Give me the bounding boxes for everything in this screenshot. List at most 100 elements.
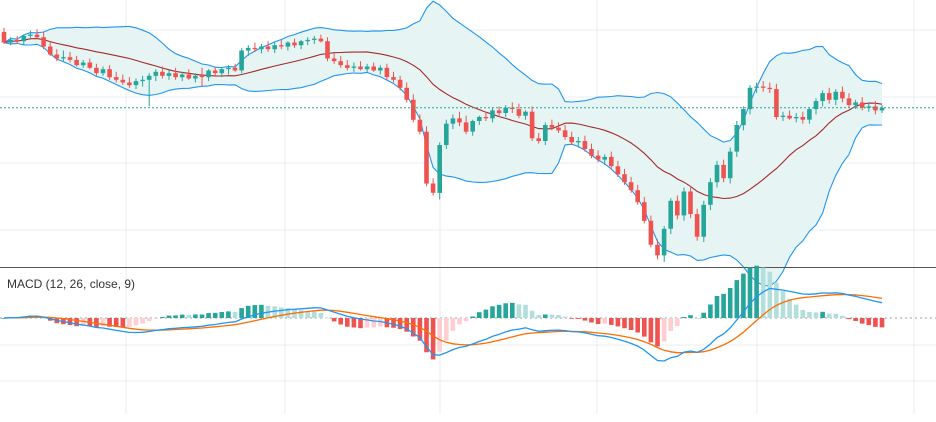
candle-body	[279, 45, 284, 47]
candle-body	[774, 89, 779, 117]
macd-histogram-bar	[721, 293, 726, 318]
candle	[28, 30, 33, 39]
candle-body	[675, 200, 680, 216]
macd-histogram-bar	[873, 318, 878, 327]
candle-body	[470, 121, 475, 132]
candle-body	[318, 38, 324, 42]
candle-body	[523, 111, 528, 116]
candle-body	[589, 149, 594, 156]
macd-histogram-bar	[760, 267, 766, 318]
candle	[701, 200, 706, 243]
candle	[133, 78, 139, 90]
candle	[67, 51, 73, 63]
macd-histogram-bar	[404, 318, 409, 332]
bollinger-fill	[4, 1, 882, 287]
candle-body	[146, 75, 152, 80]
candle	[556, 122, 561, 133]
candle-body	[74, 59, 79, 66]
candle-body	[245, 47, 251, 51]
candle	[516, 103, 522, 119]
candle	[80, 59, 86, 68]
candle-body	[285, 42, 291, 47]
macd-histogram-bar	[67, 318, 73, 325]
candle-body	[668, 200, 673, 229]
macd-histogram-bar	[41, 317, 46, 319]
macd-histogram-bar	[556, 315, 561, 318]
macd-histogram-bar	[523, 304, 528, 318]
candle	[807, 107, 812, 124]
candle-body	[734, 125, 740, 152]
candle-body	[364, 66, 370, 70]
candle	[859, 97, 865, 111]
macd-histogram-bar	[318, 313, 324, 318]
candle-body	[259, 46, 264, 50]
macd-histogram-bar	[272, 306, 277, 318]
macd-histogram-bar	[754, 265, 759, 318]
candle	[576, 137, 581, 148]
candle	[318, 34, 324, 43]
candle	[279, 39, 284, 50]
candle-body	[549, 125, 555, 128]
candle	[820, 90, 825, 107]
macd-histogram-bar	[576, 318, 581, 319]
macd-histogram-bar	[609, 318, 614, 325]
candle	[94, 63, 99, 76]
candle-body	[41, 37, 46, 47]
candle-body	[602, 156, 607, 160]
candle-body	[582, 141, 588, 149]
macd-indicator-title[interactable]: MACD (12, 26, close, 9)	[7, 277, 136, 291]
candle	[305, 37, 310, 46]
candle-body	[866, 106, 872, 108]
macd-histogram-bar	[127, 318, 132, 327]
macd-histogram-bar	[661, 318, 667, 342]
candle	[74, 55, 79, 67]
candle	[298, 39, 304, 50]
candle-body	[681, 191, 687, 216]
candle-body	[787, 115, 792, 119]
macd-histogram-bar	[793, 304, 799, 318]
candle-body	[226, 67, 231, 70]
macd-histogram-bar	[813, 312, 819, 318]
candle	[793, 113, 799, 123]
candle	[582, 135, 588, 152]
macd-histogram-bar	[219, 312, 225, 318]
candle-body	[397, 79, 403, 88]
candle-body	[556, 127, 561, 131]
candle-body	[8, 39, 13, 43]
candle	[826, 87, 832, 104]
candle	[543, 122, 548, 145]
candle	[879, 105, 885, 113]
candle	[47, 41, 53, 56]
macd-histogram-bar	[371, 318, 376, 328]
macd-histogram-bar	[536, 315, 541, 318]
candle-body	[417, 119, 423, 132]
macd-histogram-bar	[747, 267, 753, 318]
macd-histogram-bar	[424, 318, 429, 353]
candle	[331, 53, 337, 64]
candle-body	[265, 46, 271, 50]
macd-histogram-bar	[450, 318, 456, 331]
macd-histogram-bar	[252, 305, 258, 318]
macd-histogram-bar	[622, 318, 627, 329]
macd-histogram-bar	[397, 318, 403, 330]
candle-body	[166, 73, 172, 76]
candle	[450, 114, 456, 129]
candle	[179, 71, 185, 82]
candle	[523, 110, 528, 120]
candle-body	[179, 74, 185, 78]
macd-histogram-bar	[312, 311, 317, 318]
candlesticks	[1, 27, 885, 262]
macd-histogram-bar	[780, 291, 786, 318]
candle	[424, 126, 429, 187]
bollinger-lower-band	[3, 42, 883, 287]
candle-body	[312, 38, 317, 40]
candle-body	[457, 118, 462, 123]
macd-histogram-bar	[206, 313, 211, 318]
macd-histogram-bar	[140, 318, 145, 324]
candle	[589, 143, 594, 159]
candle	[107, 65, 112, 80]
candle-body	[510, 107, 515, 109]
macd-histogram-bar	[74, 318, 79, 327]
macd-histogram-bar	[179, 314, 185, 318]
candle	[503, 105, 508, 117]
